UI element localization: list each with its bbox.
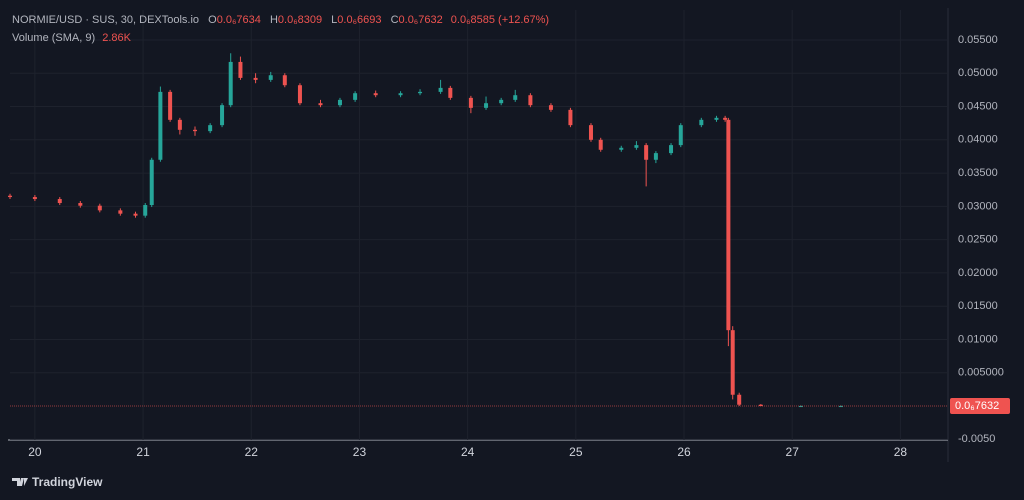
candle-body [8,195,12,198]
candle-body [499,99,504,104]
candle-body [32,197,37,200]
y-tick-label: 0.04000 [958,134,998,146]
candle-body [118,210,123,214]
candle-body [238,61,243,78]
tradingview-logo [12,478,28,486]
candle-body [598,139,603,150]
volume-value: 2.86K [102,32,131,44]
ohlc-key: O [208,14,217,26]
candle-body [253,77,258,80]
candle-body [653,153,658,160]
x-tick-label: 24 [461,445,475,459]
ohlc-value: 0.0₆8309 [277,14,323,26]
volume-label: Volume (SMA, 9) [12,32,96,44]
candle-body [149,159,154,206]
candle-body [714,117,719,120]
candle-body [619,147,624,150]
ohlc-value: 0.0₆7634 [216,14,261,26]
x-tick-label: 21 [136,445,150,459]
candle-body [758,404,763,407]
last-price-label: 0.0₆7632 [955,400,999,412]
candle-body [318,103,323,106]
y-tick-label: 0.03000 [958,200,998,212]
y-tick-label: 0.02500 [958,234,998,246]
candle-body [133,213,138,216]
candle-body [699,119,704,126]
candle-body [448,87,453,98]
x-tick-label: 26 [677,445,691,459]
y-tick-label: 0.04500 [958,100,998,112]
candle-body [168,91,173,120]
candle-body [398,93,403,96]
x-tick-label: 23 [353,445,367,459]
candle-body [337,99,342,106]
candle-body [57,199,62,204]
candle-body [268,75,273,80]
candle-body [669,145,674,154]
candle-body [723,117,728,120]
y-tick-label: 0.005000 [958,367,1004,379]
legend-row: NORMIE/USD · SUS, 30, DEXTools.io O0.0₆7… [12,14,549,26]
y-tick-label: 0.05000 [958,67,998,79]
symbol: NORMIE/USD · SUS, 30, DEXTools.io [12,14,200,26]
candle-body [798,406,803,408]
y-tick-label: 0.01500 [958,300,998,312]
candle-body [373,93,378,96]
candle-body [282,75,287,86]
y-tick-label: 0.03500 [958,167,998,179]
ohlc-key: L [331,14,338,26]
x-tick-label: 25 [569,445,583,459]
y-tick-label: 0.05500 [958,34,998,46]
change: 0.0₆8585 (+12.67%) [450,14,550,26]
candle-body [838,406,843,408]
candle-body [297,85,302,104]
candle-body [208,125,213,132]
x-tick-label: 28 [894,445,908,459]
candle-body [177,119,182,130]
candle-body [158,91,163,160]
candle-body [438,87,443,92]
brand: TradingView [32,475,103,489]
candle-body [528,95,533,106]
candle-body [353,93,358,100]
ohlc-value: 0.0₆7632 [398,14,443,26]
candle-body [468,97,473,108]
candle-body [644,145,649,160]
y-tick-label: 0.01000 [958,333,998,345]
y-tick-label: -0.0050 [958,433,995,445]
candle-body [220,105,225,126]
ohlc-key: H [269,14,278,26]
ohlc-value: 0.0₆6693 [337,14,382,26]
candle-body [418,91,423,94]
ohlc-key: C [390,14,399,26]
x-tick-label: 22 [245,445,259,459]
candle-body [737,394,742,405]
candle-body [78,203,83,206]
candle-body [726,119,731,331]
candle-body [97,205,102,211]
y-tick-label: 0.02000 [958,267,998,279]
candle-body [228,61,233,106]
candle-body [484,103,489,108]
last-price-tag [950,398,1010,415]
candle-body [143,205,148,216]
candle-body [634,145,639,148]
candle-body [193,129,198,132]
candle-body [678,125,683,146]
candle-body [513,95,518,100]
candle-body [548,105,553,110]
candle-body [730,330,735,395]
candle-body [568,109,573,126]
x-tick-label: 20 [28,445,42,459]
candle-body [588,125,593,140]
volume-row: Volume (SMA, 9) 2.86K [12,32,131,44]
x-tick-label: 27 [786,445,800,459]
